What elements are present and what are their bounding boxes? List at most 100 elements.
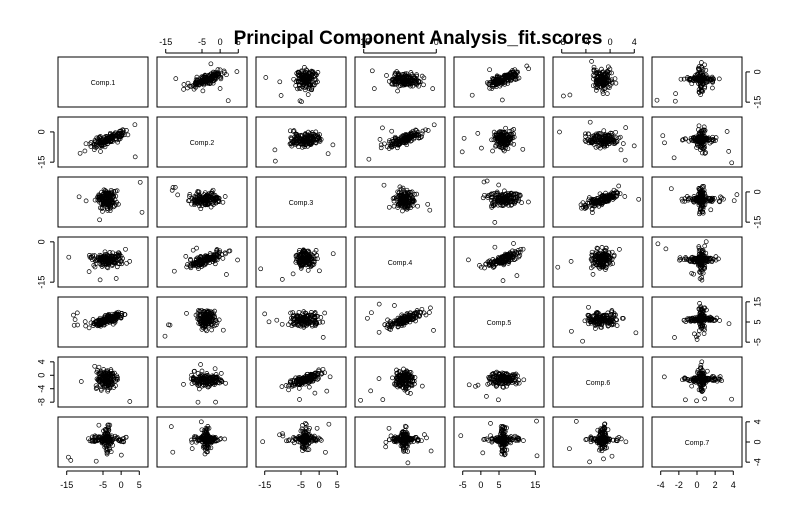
panel-frame <box>354 116 446 168</box>
data-point <box>416 83 422 89</box>
data-point <box>696 123 702 129</box>
data-point <box>697 187 703 192</box>
scatter-points <box>76 179 145 223</box>
data-point <box>696 251 702 257</box>
data-point <box>609 321 615 327</box>
data-point <box>183 254 189 259</box>
data-point <box>258 266 264 272</box>
data-point <box>96 371 102 377</box>
data-point <box>197 193 203 198</box>
data-point <box>597 71 603 77</box>
scatter-points <box>369 68 436 94</box>
data-point <box>595 252 601 258</box>
data-point <box>681 257 687 263</box>
scatter-panel <box>156 176 248 228</box>
data-point <box>195 78 200 83</box>
data-point <box>602 144 607 150</box>
scatter-points <box>366 122 437 162</box>
data-point <box>301 82 307 88</box>
data-point <box>198 320 204 325</box>
panel-frame <box>255 116 347 168</box>
data-point <box>111 257 117 263</box>
data-point <box>696 64 702 69</box>
data-point <box>704 258 710 264</box>
data-point <box>287 128 293 134</box>
variable-label: Comp.3 <box>289 200 314 207</box>
data-point <box>266 319 272 325</box>
data-point <box>311 136 317 142</box>
data-point <box>112 375 117 380</box>
data-point <box>516 193 522 199</box>
data-point <box>414 191 420 197</box>
data-point <box>603 255 609 261</box>
data-point <box>494 75 500 81</box>
data-point <box>701 81 706 87</box>
data-point <box>114 188 120 194</box>
panel-frame <box>552 116 644 168</box>
data-point <box>386 204 392 210</box>
panel-frame <box>354 56 446 108</box>
scatter-panel <box>156 236 248 288</box>
data-point <box>413 81 419 87</box>
data-point <box>300 137 306 142</box>
data-point <box>499 97 505 103</box>
data-point <box>302 85 308 90</box>
panel-frame <box>453 296 545 348</box>
data-point <box>101 318 107 323</box>
data-point <box>93 258 98 264</box>
data-point <box>663 246 669 252</box>
data-point <box>610 194 616 200</box>
data-point <box>112 260 118 266</box>
data-point <box>92 197 98 203</box>
data-point <box>210 80 216 86</box>
data-point <box>300 257 306 263</box>
data-point <box>120 127 126 133</box>
data-point <box>594 310 599 316</box>
data-point <box>313 322 319 328</box>
data-point <box>410 83 416 89</box>
data-point <box>294 258 299 263</box>
data-point <box>706 75 711 81</box>
data-point <box>207 257 212 263</box>
data-point <box>214 257 220 263</box>
data-point <box>520 146 526 152</box>
data-point <box>295 133 301 139</box>
data-point <box>507 129 512 134</box>
data-point <box>604 91 610 96</box>
data-point <box>201 74 207 80</box>
data-point <box>589 59 594 64</box>
data-point <box>98 386 104 392</box>
data-point <box>87 253 92 258</box>
data-point <box>489 203 494 209</box>
panel-frame <box>651 56 743 108</box>
data-point <box>602 137 608 142</box>
data-point <box>500 259 506 265</box>
data-point <box>699 60 704 65</box>
data-point <box>419 134 424 139</box>
data-point <box>105 202 110 208</box>
data-point <box>393 71 398 77</box>
panel-frame <box>57 56 149 108</box>
data-point <box>139 209 145 215</box>
data-point <box>431 122 437 128</box>
data-point <box>189 196 195 201</box>
data-point <box>582 138 588 143</box>
data-point <box>501 132 506 138</box>
data-point <box>417 313 423 318</box>
data-point <box>698 84 704 89</box>
data-point <box>688 318 694 323</box>
data-point <box>599 317 604 322</box>
panel-frame <box>354 176 446 228</box>
data-point <box>713 138 718 143</box>
data-point <box>693 72 698 78</box>
data-point <box>487 80 493 85</box>
data-point <box>406 314 411 320</box>
data-point <box>117 136 123 142</box>
data-point <box>278 93 284 98</box>
data-point <box>702 202 708 208</box>
data-point <box>110 250 115 256</box>
data-point <box>101 373 107 379</box>
data-point <box>320 335 326 340</box>
data-point <box>475 131 481 136</box>
data-point <box>108 368 114 374</box>
